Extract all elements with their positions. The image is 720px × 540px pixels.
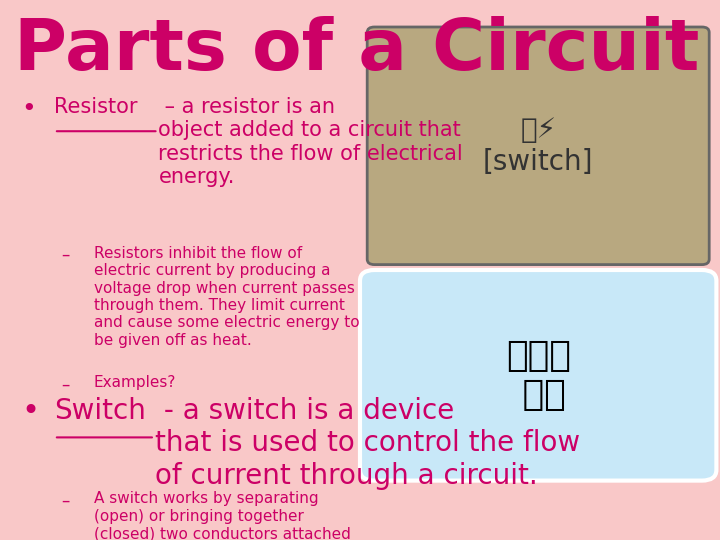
Text: - a switch is a device
that is used to control the flow
of current through a cir: - a switch is a device that is used to c… xyxy=(155,397,580,490)
Text: Switch: Switch xyxy=(54,397,146,425)
FancyBboxPatch shape xyxy=(360,270,716,481)
Text: A switch works by separating
(open) or bringing together
(closed) two conductors: A switch works by separating (open) or b… xyxy=(94,491,351,540)
Text: •: • xyxy=(22,397,40,426)
Text: Parts of a Circuit Cont.: Parts of a Circuit Cont. xyxy=(14,16,720,85)
Text: Resistors inhibit the flow of
electric current by producing a
voltage drop when : Resistors inhibit the flow of electric c… xyxy=(94,246,359,348)
Text: Resistor: Resistor xyxy=(54,97,138,117)
Text: – a resistor is an
object added to a circuit that
restricts the flow of electric: – a resistor is an object added to a cir… xyxy=(158,97,463,187)
Text: Examples?: Examples? xyxy=(94,375,176,390)
Text: 🔌⚡
[switch]: 🔌⚡ [switch] xyxy=(483,116,593,176)
Text: –: – xyxy=(61,246,70,264)
Text: –: – xyxy=(61,375,70,393)
Text: –: – xyxy=(61,491,70,509)
Text: 💡💡💡
 💡💡: 💡💡💡 💡💡 xyxy=(505,339,571,412)
Text: •: • xyxy=(22,97,36,121)
FancyBboxPatch shape xyxy=(367,27,709,265)
